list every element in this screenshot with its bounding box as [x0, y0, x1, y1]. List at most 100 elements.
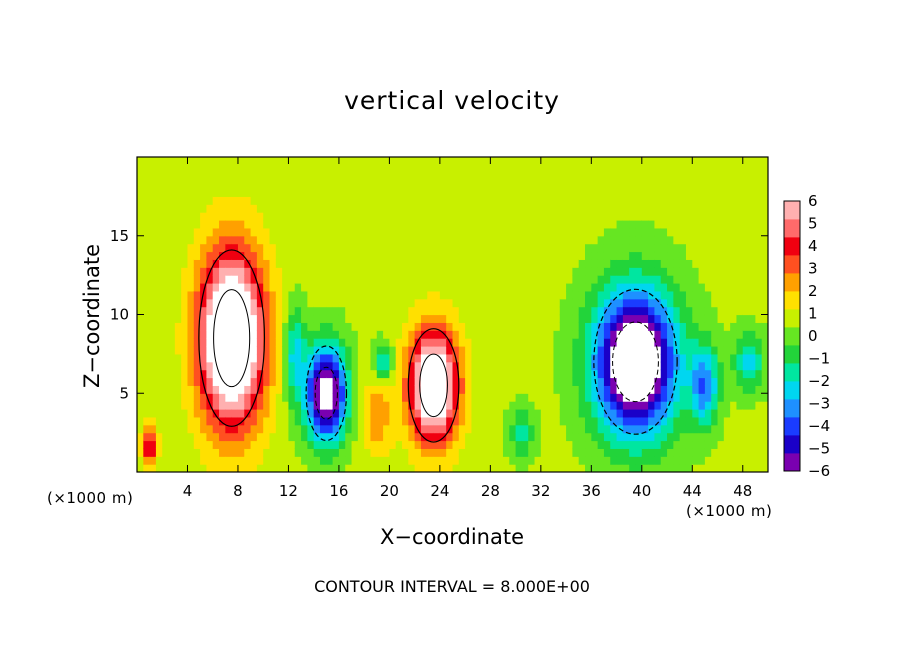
heatmap-cell — [301, 220, 308, 229]
heatmap-cell — [162, 322, 170, 331]
heatmap-cell — [698, 180, 706, 190]
heatmap-cell — [509, 275, 517, 284]
heatmap-cell — [736, 275, 744, 284]
heatmap-cell — [692, 322, 700, 331]
heatmap-cell — [465, 369, 473, 379]
heatmap-cell — [288, 283, 296, 292]
heatmap-cell — [414, 235, 422, 245]
heatmap-cell — [446, 196, 454, 205]
heatmap-cell — [667, 322, 674, 331]
heatmap-cell — [566, 180, 573, 190]
heatmap-cell — [326, 227, 334, 237]
heatmap-cell — [704, 212, 712, 221]
heatmap-cell — [187, 306, 195, 316]
heatmap-cell — [452, 290, 460, 300]
heatmap-cell — [402, 464, 409, 472]
heatmap-cell — [761, 204, 768, 213]
heatmap-cell — [496, 306, 504, 316]
heatmap-cell — [433, 164, 441, 174]
heatmap-cell — [452, 393, 460, 402]
heatmap-cell — [603, 212, 611, 221]
heatmap-cell — [679, 361, 687, 371]
heatmap-cell — [673, 188, 681, 197]
heatmap-cell — [654, 251, 662, 260]
heatmap-cell — [692, 338, 700, 347]
heatmap-cell — [181, 456, 189, 465]
heatmap-cell — [616, 346, 624, 355]
heatmap-cell — [591, 330, 599, 339]
heatmap-cell — [256, 267, 264, 276]
heatmap-cell — [490, 180, 498, 190]
heatmap-cell — [692, 393, 700, 402]
heatmap-cell — [452, 306, 460, 316]
heatmap-cell — [307, 361, 315, 371]
heatmap-cell — [389, 235, 397, 245]
heatmap-cell — [654, 401, 662, 410]
heatmap-cell — [237, 196, 245, 205]
heatmap-cell — [174, 306, 182, 316]
heatmap-cell — [566, 448, 573, 457]
heatmap-cell — [502, 353, 510, 363]
heatmap-cell — [547, 220, 555, 229]
heatmap-cell — [319, 456, 327, 465]
heatmap-cell — [395, 409, 403, 418]
heatmap-cell — [149, 361, 157, 371]
heatmap-cell — [162, 448, 170, 457]
heatmap-cell — [244, 227, 252, 237]
heatmap-cell — [446, 456, 454, 465]
heatmap-cell — [332, 456, 340, 465]
heatmap-cell — [679, 322, 687, 331]
heatmap-cell — [622, 440, 630, 449]
heatmap-cell — [212, 346, 220, 355]
heatmap-cell — [402, 322, 409, 331]
heatmap-cell — [484, 361, 491, 371]
heatmap-cell — [654, 227, 662, 237]
heatmap-cell — [534, 290, 542, 300]
heatmap-cell — [610, 259, 618, 268]
heatmap-cell — [332, 353, 340, 363]
heatmap-cell — [521, 416, 529, 426]
heatmap-cell — [408, 212, 416, 221]
heatmap-cell — [458, 164, 466, 174]
heatmap-cell — [244, 330, 252, 339]
heatmap-cell — [187, 204, 195, 213]
heatmap-cell — [749, 259, 756, 268]
heatmap-cell — [698, 361, 706, 371]
heatmap-cell — [288, 361, 296, 371]
heatmap-cell — [162, 220, 170, 229]
heatmap-cell — [143, 432, 151, 442]
heatmap-cell — [667, 212, 674, 221]
heatmap-cell — [566, 346, 573, 355]
heatmap-cell — [667, 196, 674, 205]
heatmap-cell — [490, 330, 498, 339]
heatmap-cell — [414, 448, 422, 457]
heatmap-cell — [667, 283, 674, 292]
heatmap-cell — [168, 440, 176, 449]
heatmap-cell — [174, 196, 182, 205]
heatmap-cell — [603, 306, 611, 316]
heatmap-cell — [402, 314, 409, 323]
heatmap-cell — [439, 275, 447, 284]
heatmap-cell — [181, 298, 189, 308]
heatmap-cell — [723, 448, 731, 457]
heatmap-cell — [313, 409, 321, 418]
heatmap-cell — [585, 440, 592, 449]
heatmap-cell — [641, 251, 649, 260]
heatmap-cell — [572, 369, 580, 379]
heatmap-cell — [559, 259, 567, 268]
heatmap-cell — [301, 290, 308, 300]
heatmap-cell — [610, 290, 618, 300]
x-tick-label: 16 — [329, 482, 348, 500]
heatmap-cell — [692, 180, 700, 190]
heatmap-cell — [641, 330, 649, 339]
heatmap-cell — [237, 259, 245, 268]
heatmap-cell — [244, 464, 252, 472]
heatmap-cell — [326, 180, 334, 190]
heatmap-cell — [490, 448, 498, 457]
heatmap-cell — [256, 322, 264, 331]
heatmap-cell — [723, 377, 731, 386]
heatmap-cell — [749, 440, 756, 449]
heatmap-cell — [200, 188, 208, 197]
heatmap-cell — [629, 196, 637, 205]
heatmap-cell — [603, 464, 611, 472]
